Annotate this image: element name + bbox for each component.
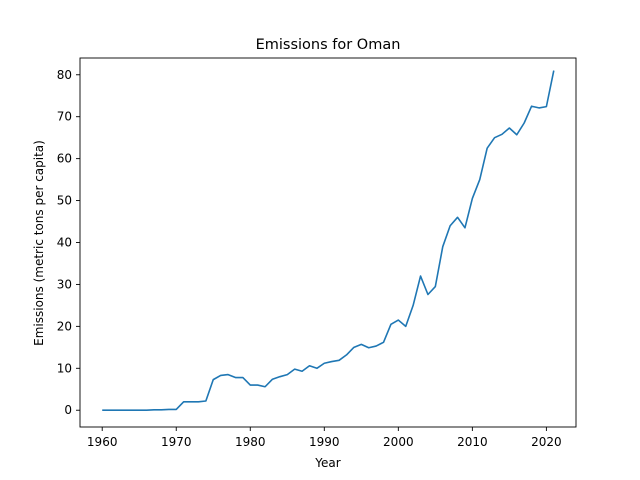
x-tick-label: 2010	[457, 435, 488, 449]
y-tick-label: 70	[57, 110, 72, 124]
y-tick-label: 0	[64, 403, 72, 417]
y-tick-label: 80	[57, 68, 72, 82]
x-tick-label: 2000	[383, 435, 414, 449]
y-axis-ticks: 0 10 20 30 40 50 60 70 80	[57, 68, 80, 417]
y-tick-label: 30	[57, 277, 72, 291]
x-axis-label: Year	[314, 456, 340, 470]
x-tick-label: 1970	[161, 435, 192, 449]
x-tick-label: 1960	[87, 435, 118, 449]
y-axis-label: Emissions (metric tons per capita)	[32, 140, 46, 346]
y-tick-label: 50	[57, 194, 72, 208]
x-tick-label: 2020	[531, 435, 562, 449]
y-tick-label: 10	[57, 361, 72, 375]
y-tick-label: 60	[57, 152, 72, 166]
y-tick-label: 40	[57, 236, 72, 250]
chart-title: Emissions for Oman	[256, 37, 401, 53]
series-line	[102, 70, 555, 412]
plot-area-frame	[79, 57, 577, 428]
x-axis-ticks: 1960 1970 1980 1990 2000 2010 2020	[87, 427, 562, 449]
y-tick-label: 20	[57, 319, 72, 333]
x-tick-label: 1980	[235, 435, 266, 449]
x-tick-label: 1990	[309, 435, 340, 449]
